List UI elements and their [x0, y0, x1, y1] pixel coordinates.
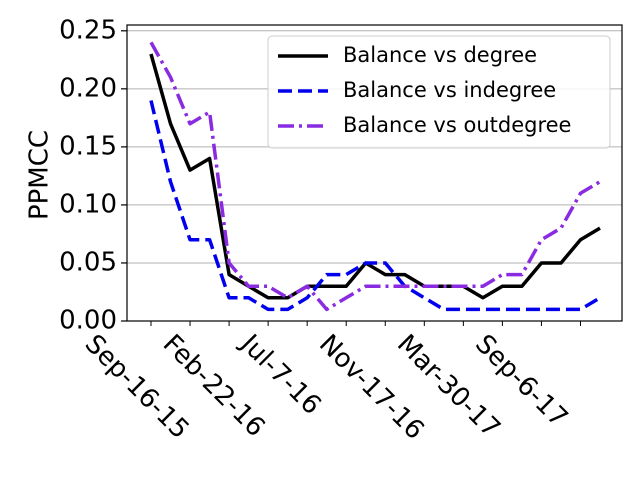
series-layer [149, 41, 601, 312]
legend-label-1: Balance vs degree [343, 43, 537, 67]
legend-label-2: Balance vs indegree [343, 78, 556, 102]
x-axis: Sep-16-15Feb-22-16Jul-7-16Nov-17-16Mar-3… [79, 321, 581, 446]
y-tick-label: 0.00 [59, 306, 117, 336]
legend: Balance vs degree Balance vs indegree Bala… [267, 35, 611, 149]
y-tick-label: 0.25 [59, 15, 117, 45]
plot-frame [126, 24, 623, 322]
y-tick-label: 0.05 [59, 247, 117, 277]
legend-label-3: Balance vs outdegree [343, 113, 571, 137]
legend-box [267, 35, 611, 149]
series-line-2 [149, 100, 601, 312]
y-axis-label: PPMCC [25, 130, 55, 220]
y-tick-label: 0.10 [59, 189, 117, 219]
y-axis: 0.00 0.05 0.10 0.15 0.20 0.25 [59, 15, 127, 336]
series-line-1 [149, 53, 601, 300]
y-tick-label: 0.20 [59, 73, 117, 103]
series-line-3 [149, 41, 601, 312]
y-tick-label: 0.15 [59, 131, 117, 161]
